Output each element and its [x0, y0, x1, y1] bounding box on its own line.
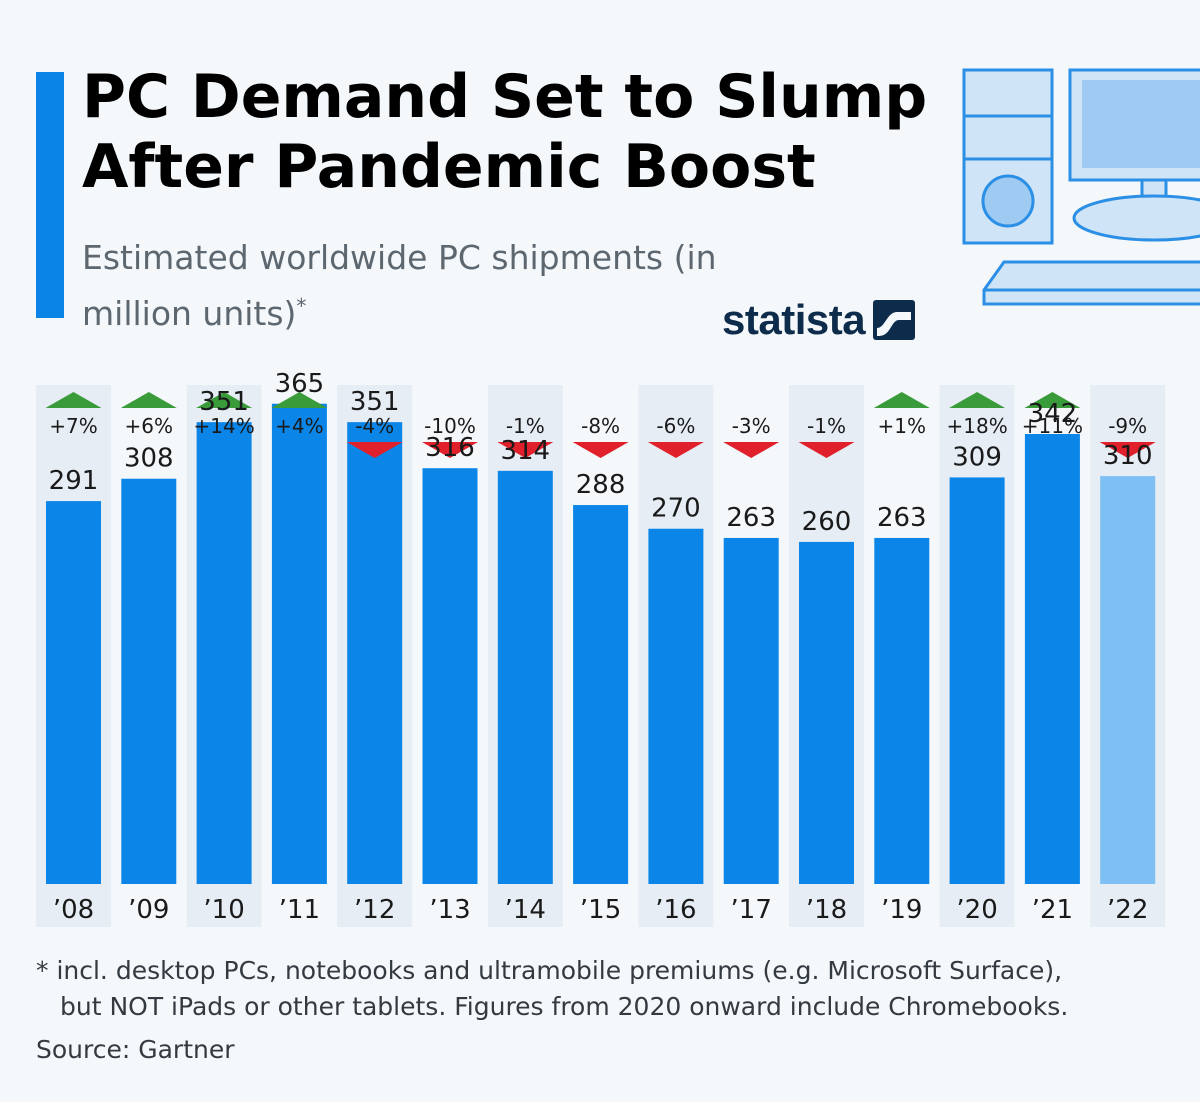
decrease-arrow-icon: [497, 442, 554, 458]
accent-bar: [36, 72, 64, 318]
footnote-line-2: but NOT iPads or other tablets. Figures …: [60, 992, 1069, 1021]
source-note: Source: Gartner: [36, 1035, 235, 1064]
bar-value-label: 310: [1103, 441, 1153, 471]
change-label: +7%: [49, 414, 98, 438]
increase-arrow-icon: [45, 392, 102, 408]
increase-arrow-icon: [120, 392, 177, 408]
change-label: -8%: [581, 414, 620, 438]
decrease-arrow-icon: [647, 442, 704, 458]
increase-arrow-icon: [196, 392, 253, 408]
bar: [874, 537, 930, 884]
increase-arrow-icon: [873, 392, 930, 408]
bar-value-label: 260: [802, 507, 852, 537]
bar: [271, 403, 327, 884]
subtitle-text: Estimated worldwide PC shipments (in mil…: [82, 238, 717, 333]
year-tick-label: ’18: [806, 895, 847, 925]
year-tick-label: ’09: [128, 895, 169, 925]
bar: [1100, 476, 1156, 884]
change-label: +1%: [878, 414, 927, 438]
change-label: -10%: [424, 414, 476, 438]
bar: [573, 505, 629, 884]
bar-value-label: 288: [576, 470, 626, 500]
page-title: PC Demand Set to Slump After Pandemic Bo…: [82, 62, 928, 202]
subtitle-footnote-marker: *: [296, 294, 307, 318]
bar: [648, 528, 704, 884]
year-tick-label: ’20: [956, 895, 997, 925]
bar: [723, 537, 779, 884]
monitor-icon: [1068, 68, 1200, 242]
bar: [949, 477, 1005, 884]
change-label: +18%: [946, 414, 1007, 438]
year-tick-label: ’15: [580, 895, 621, 925]
bar-value-label: 351: [199, 387, 249, 417]
bar-value-label: 263: [877, 503, 927, 533]
bar-value-label: 342: [1028, 399, 1078, 429]
computer-illustration: [962, 68, 1200, 306]
brand-name: statista: [722, 296, 866, 343]
bar: [497, 470, 553, 884]
bar-value-label: 351: [350, 387, 400, 417]
increase-arrow-icon: [271, 392, 328, 408]
change-label: -9%: [1108, 414, 1147, 438]
decrease-arrow-icon: [798, 442, 855, 458]
computer-tower-icon: [962, 68, 1054, 245]
change-label: -1%: [506, 414, 545, 438]
year-tick-label: ’12: [354, 895, 395, 925]
decrease-arrow-icon: [1099, 442, 1156, 458]
chart-subtitle: Estimated worldwide PC shipments (in mil…: [82, 234, 782, 338]
decrease-arrow-icon: [572, 442, 629, 458]
bar: [46, 501, 101, 884]
year-tick-label: ’21: [1032, 895, 1073, 925]
footnote-line-1: * incl. desktop PCs, notebooks and ultra…: [36, 956, 1063, 985]
statista-logo-icon: [873, 300, 916, 340]
change-label: -4%: [355, 414, 394, 438]
bar-value-label: 316: [425, 433, 475, 463]
change-label: +6%: [125, 414, 174, 438]
bar: [196, 422, 252, 884]
bar-value-label: 308: [124, 444, 174, 474]
bar-value-label: 309: [952, 442, 1002, 472]
change-label: +11%: [1022, 414, 1083, 438]
change-label: -3%: [732, 414, 771, 438]
keyboard-icon: [982, 260, 1200, 306]
bar-value-label: 263: [726, 503, 776, 533]
increase-arrow-icon: [949, 392, 1006, 408]
year-tick-label: ’08: [53, 895, 94, 925]
bar-chart: 291+7%’08308+6%’09351+14%’10365+4%’11351…: [36, 370, 1166, 927]
increase-arrow-icon: [1024, 392, 1081, 408]
year-tick-label: ’17: [731, 895, 772, 925]
change-label: +4%: [275, 414, 324, 438]
bar-value-label: 314: [500, 436, 550, 466]
footnote: * incl. desktop PCs, notebooks and ultra…: [36, 953, 1068, 1025]
decrease-arrow-icon: [346, 442, 403, 458]
decrease-arrow-icon: [723, 442, 780, 458]
change-label: -1%: [807, 414, 846, 438]
statista-brand: statista: [722, 296, 916, 344]
bar: [347, 422, 403, 884]
bar-value-label: 291: [49, 466, 99, 496]
year-tick-label: ’22: [1107, 895, 1148, 925]
bar-value-label: 270: [651, 494, 701, 524]
change-label: +14%: [193, 414, 254, 438]
change-label: -6%: [656, 414, 695, 438]
year-tick-label: ’10: [203, 895, 244, 925]
bar: [799, 541, 854, 884]
year-tick-label: ’19: [881, 895, 922, 925]
bar: [422, 468, 478, 884]
bar-value-label: 365: [275, 370, 325, 399]
year-tick-label: ’11: [279, 895, 320, 925]
year-tick-label: ’16: [655, 895, 696, 925]
year-tick-label: ’14: [505, 895, 546, 925]
bar: [1024, 434, 1080, 884]
bar: [121, 478, 177, 884]
decrease-arrow-icon: [422, 442, 478, 458]
year-tick-label: ’13: [429, 895, 470, 925]
